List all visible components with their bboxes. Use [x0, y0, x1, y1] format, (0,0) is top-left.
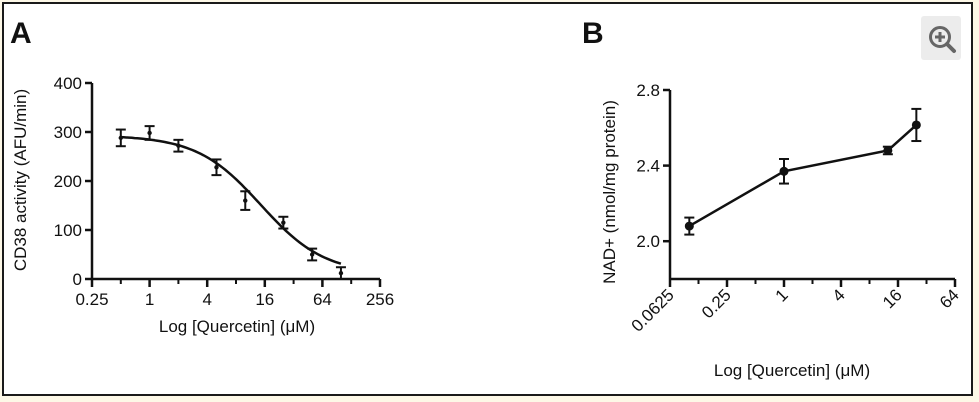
- chart-panel-a: 0 100 200 300 400 0.25 1 4 16 64 256: [54, 74, 395, 309]
- data-point: [309, 252, 315, 257]
- x-tick-label: 0.25: [698, 285, 735, 322]
- x-axis-label-a: Log [Quercetin] (μM): [159, 317, 315, 336]
- fit-curve: [120, 135, 342, 265]
- chart-panel-b: 2.0 2.4 2.8 0.0625 0.25 1 4 16 64: [628, 81, 963, 336]
- y-tick-label: 2.8: [636, 81, 660, 100]
- y-tick-label: 300: [54, 123, 82, 142]
- x-tick-label: 1: [772, 285, 792, 305]
- data-point: [684, 221, 694, 231]
- x-tick-label: 64: [936, 285, 963, 312]
- data-point: [214, 165, 219, 170]
- y-tick-label: 2.0: [636, 232, 660, 251]
- y-tick-label: 400: [54, 74, 82, 93]
- y-axis-label-a: CD38 activity (AFU/min): [11, 89, 30, 271]
- data-point: [243, 198, 248, 203]
- data-point: [281, 220, 286, 225]
- figure-frame: [2, 2, 973, 396]
- x-tick-label: 0.25: [75, 290, 108, 309]
- zoom-button[interactable]: [921, 16, 961, 60]
- x-tick-label: 1: [145, 290, 154, 309]
- y-tick-label: 100: [54, 221, 82, 240]
- data-point: [118, 135, 124, 141]
- series-line: [688, 124, 918, 228]
- data-point: [338, 270, 344, 276]
- panel-label-b: B: [582, 17, 604, 50]
- y-tick-label: 0: [73, 270, 82, 289]
- y-axis-label-b: NAD+ (nmol/mg protein): [600, 100, 619, 284]
- data-point: [147, 130, 152, 136]
- x-tick-label: 4: [202, 290, 211, 309]
- x-tick-label: 0.0625: [628, 285, 678, 335]
- x-tick-label: 4: [829, 285, 849, 305]
- zoom-in-icon: [929, 26, 956, 53]
- data-point: [883, 145, 893, 155]
- x-tick-label: 16: [879, 285, 906, 312]
- y-tick-label: 2.4: [636, 157, 660, 176]
- data-point: [911, 120, 921, 130]
- panel-label-a: A: [10, 17, 32, 50]
- x-tick-label: 16: [255, 290, 274, 309]
- y-tick-label: 200: [54, 172, 82, 191]
- data-point: [176, 143, 181, 148]
- x-tick-label: 64: [313, 290, 332, 309]
- data-point: [779, 166, 789, 176]
- x-axis-label-b: Log [Quercetin] (μM): [714, 361, 870, 380]
- x-tick-label: 256: [366, 290, 394, 309]
